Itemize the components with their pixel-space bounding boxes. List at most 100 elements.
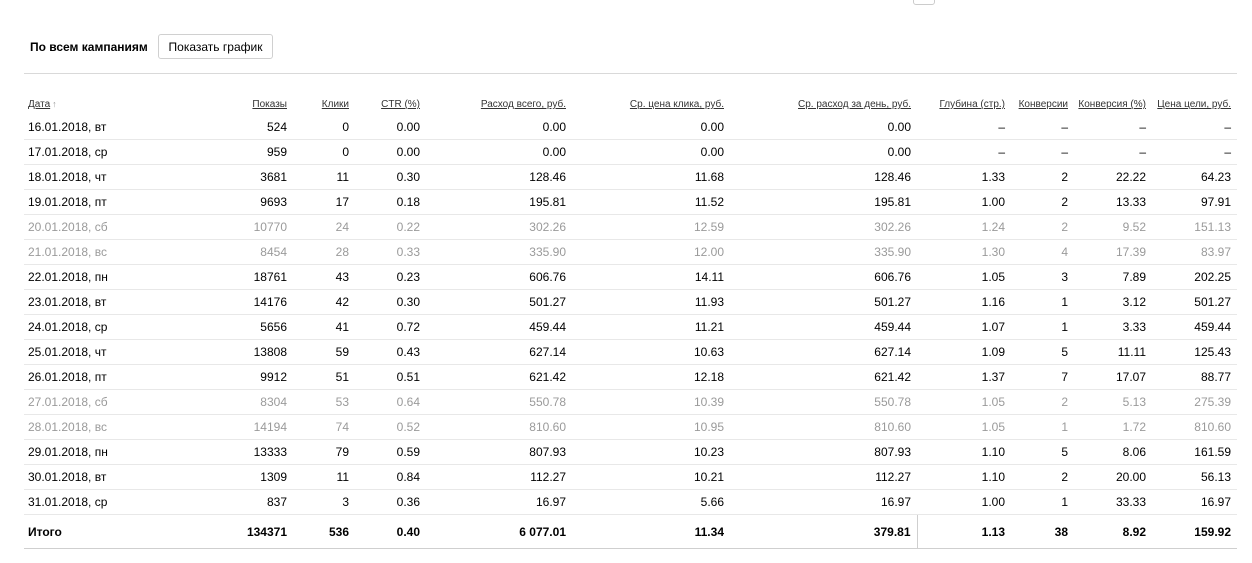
cell: 1.10: [917, 464, 1011, 490]
cell: 810.60: [730, 414, 917, 440]
cell: 501.27: [426, 289, 572, 315]
cell: 83.97: [1152, 239, 1237, 265]
cell: 0: [293, 115, 355, 140]
column-header: Ср. цена клика, руб.: [572, 74, 730, 116]
total-cell: 1.13: [916, 514, 1011, 549]
cell: 19.01.2018, пт: [24, 189, 200, 215]
cell: 12.00: [572, 239, 730, 265]
cell: 12.18: [572, 364, 730, 390]
cell: 10.39: [572, 389, 730, 415]
cell: 3681: [200, 164, 293, 190]
cell: 459.44: [730, 314, 917, 340]
cell: –: [1074, 139, 1152, 165]
data-row: 29.01.2018, пн 13333 79 0.59 807.93 10.23 807.…: [24, 439, 1237, 465]
data-row: 27.01.2018, сб 8304 53 0.64 550.78 10.39 550.7…: [24, 389, 1237, 415]
column-header: Цена цели, руб.: [1152, 74, 1237, 116]
cell: 128.46: [730, 164, 917, 190]
cell: 21.01.2018, вс: [24, 239, 200, 265]
cell: 0.00: [730, 139, 917, 165]
cell: 1: [1011, 289, 1074, 315]
show-chart-button[interactable]: Показать график: [158, 34, 273, 59]
cell: 112.27: [426, 464, 572, 490]
sort-link[interactable]: Расход всего, руб.: [480, 99, 566, 110]
cell: 1: [1011, 414, 1074, 440]
cell: 11.93: [572, 289, 730, 315]
cell: 9693: [200, 189, 293, 215]
section-title: По всем кампаниям: [30, 40, 148, 54]
sort-link[interactable]: Клики: [321, 99, 349, 110]
cell: 1: [1011, 489, 1074, 515]
cell: 202.25: [1152, 264, 1237, 290]
cell: 1.30: [917, 239, 1011, 265]
cell: 17.01.2018, ср: [24, 139, 200, 165]
cell: 810.60: [426, 414, 572, 440]
cell: 51: [293, 364, 355, 390]
sort-link[interactable]: Цена цели, руб.: [1157, 99, 1231, 110]
total-cell: 6 077.01: [426, 514, 572, 549]
cell: 8454: [200, 239, 293, 265]
cell: 11.68: [572, 164, 730, 190]
cell: 0: [293, 139, 355, 165]
cell: 1.72: [1074, 414, 1152, 440]
cell: 9912: [200, 364, 293, 390]
cell: 13808: [200, 339, 293, 365]
cell: 1.10: [917, 439, 1011, 465]
cell: 3: [1011, 264, 1074, 290]
cell: 0.36: [355, 489, 426, 515]
sort-link[interactable]: Дата: [28, 99, 57, 110]
cell: 959: [200, 139, 293, 165]
column-header: Расход всего, руб.: [426, 74, 572, 116]
cell: 1.16: [917, 289, 1011, 315]
cell: 29.01.2018, пн: [24, 439, 200, 465]
cell: 11.11: [1074, 339, 1152, 365]
cell: 0.72: [355, 314, 426, 340]
cell: 27.01.2018, сб: [24, 389, 200, 415]
cell: 3.12: [1074, 289, 1152, 315]
data-row: 28.01.2018, вс 14194 74 0.52 810.60 10.95 810.…: [24, 414, 1237, 440]
cell: 0.00: [572, 139, 730, 165]
cell: 0.30: [355, 164, 426, 190]
cell: 302.26: [426, 214, 572, 240]
sort-link[interactable]: Глубина (стр.): [939, 99, 1005, 110]
cell: 2: [1011, 164, 1074, 190]
cell: 20.01.2018, сб: [24, 214, 200, 240]
cell: 0.33: [355, 239, 426, 265]
cell: 11.21: [572, 314, 730, 340]
cell: 1.24: [917, 214, 1011, 240]
cell: 33.33: [1074, 489, 1152, 515]
cell: 30.01.2018, вт: [24, 464, 200, 490]
cell: 128.46: [426, 164, 572, 190]
sort-link[interactable]: Конверсия (%): [1078, 99, 1146, 110]
cell: 11: [293, 164, 355, 190]
cell: 5.13: [1074, 389, 1152, 415]
sort-link[interactable]: Конверсии: [1018, 99, 1068, 110]
total-cell: 38: [1011, 514, 1074, 549]
data-row: 26.01.2018, пт 9912 51 0.51 621.42 12.18 621.4…: [24, 364, 1237, 390]
sort-link[interactable]: Ср. цена клика, руб.: [629, 99, 724, 110]
cell: 64.23: [1152, 164, 1237, 190]
cell: 5: [1011, 339, 1074, 365]
cell: 524: [200, 115, 293, 140]
cell: 7: [1011, 364, 1074, 390]
column-header: Клики: [293, 74, 355, 116]
cell: 10.21: [572, 464, 730, 490]
cell: 24.01.2018, ср: [24, 314, 200, 340]
data-row: 31.01.2018, ср 837 3 0.36 16.97 5.66 16.97 1.00…: [24, 489, 1237, 515]
total-cell: 379.81: [730, 514, 917, 549]
cell: 161.59: [1152, 439, 1237, 465]
data-row: 19.01.2018, пт 9693 17 0.18 195.81 11.52 195.8…: [24, 189, 1237, 215]
sort-link[interactable]: Показы: [252, 99, 287, 110]
sort-link[interactable]: CTR (%): [381, 99, 420, 110]
cell: 4: [1011, 239, 1074, 265]
cell: 0.00: [355, 139, 426, 165]
cell: 13.33: [1074, 189, 1152, 215]
data-row: 16.01.2018, вт 524 0 0.00 0.00 0.00 0.00– – – –: [24, 115, 1237, 140]
cell: 0.64: [355, 389, 426, 415]
sort-link[interactable]: Ср. расход за день, руб.: [798, 99, 911, 110]
stats-table: Дата Показы Клики CTR (%) Расход всего, руб.…: [24, 73, 1237, 549]
cell: 627.14: [426, 339, 572, 365]
cell: 5: [1011, 439, 1074, 465]
cell: 28.01.2018, вс: [24, 414, 200, 440]
